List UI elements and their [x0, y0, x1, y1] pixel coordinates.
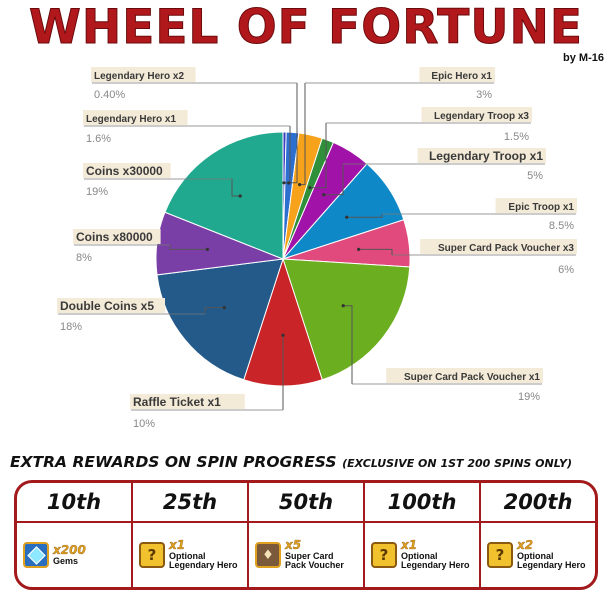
pie-slice	[164, 131, 284, 260]
reward-quantity: x5	[285, 538, 302, 553]
leader-line	[169, 245, 208, 250]
leader-dot	[357, 247, 361, 251]
reward-name: Super Card Pack Voucher	[285, 550, 344, 571]
slice-percent: 1.6%	[86, 133, 111, 145]
leader-line	[231, 179, 241, 197]
slice-percent: 0.40%	[94, 89, 125, 101]
hero-box-icon: ?	[487, 542, 513, 568]
slice-label: Coins x30000	[86, 164, 163, 178]
leader-line	[343, 305, 353, 384]
pie-slice	[156, 258, 284, 381]
milestone-100th: 100th ? x1 Optional Legendary Hero	[365, 483, 481, 587]
gems-icon	[23, 542, 49, 568]
leader-dot	[341, 304, 345, 308]
label-background	[419, 67, 495, 82]
leader-line	[299, 83, 306, 186]
leader-dot	[308, 186, 312, 190]
milestone-label: 10th	[17, 483, 131, 523]
slice-label: Double Coins x5	[60, 299, 154, 313]
label-background	[73, 229, 161, 244]
label-background	[495, 198, 577, 213]
slice-percent: 5%	[527, 170, 543, 182]
reward-name: Optional Legendary Hero	[401, 550, 470, 571]
leader-dot	[282, 181, 286, 185]
leader-line	[346, 214, 383, 218]
slice-percent: 1.5%	[504, 131, 529, 143]
reward-name: Optional Legendary Hero	[517, 550, 586, 571]
leader-line	[358, 248, 393, 255]
slice-percent: 10%	[133, 418, 155, 430]
reward-quantity: x200	[53, 542, 86, 557]
leader-dot	[322, 193, 326, 197]
reward-quantity: x1	[169, 538, 186, 553]
slice-label: Coins x80000	[76, 230, 153, 244]
slice-label: Epic Hero x1	[431, 71, 492, 82]
slice-label: Legendary Hero x1	[86, 114, 176, 125]
extra-rewards-heading: EXTRA REWARDS ON SPIN PROGRESS (EXCLUSIV…	[10, 452, 572, 471]
leader-line	[204, 307, 225, 314]
reward-name: Gems	[53, 555, 79, 566]
label-background	[83, 163, 171, 178]
leader-line	[323, 164, 344, 196]
leader-dot	[345, 215, 349, 219]
pie-slice	[282, 258, 411, 381]
leader-dot	[298, 183, 302, 187]
milestone-200th: 200th ? x2 Optional Legendary Hero	[481, 483, 595, 587]
slice-percent: 8.5%	[549, 220, 574, 232]
page-title: WHEEL OF FORTUNE	[29, 0, 583, 55]
slice-percent: 8%	[76, 252, 92, 264]
slice-label: Super Card Pack Voucher x3	[438, 243, 574, 254]
label-background	[83, 110, 188, 125]
milestone-label: 25th	[133, 483, 247, 523]
leader-line	[309, 123, 327, 189]
hero-box-icon: ?	[371, 542, 397, 568]
milestone-25th: 25th ? x1 Optional Legendary Hero	[133, 483, 249, 587]
slice-percent: 6%	[558, 264, 574, 276]
reward-name: Optional Legendary Hero	[169, 550, 238, 571]
slice-label: Legendary Troop x3	[434, 111, 529, 122]
slice-label: Raffle Ticket x1	[133, 395, 221, 409]
slice-percent: 19%	[518, 391, 540, 403]
slice-percent: 3%	[476, 89, 492, 101]
milestone-label: 100th	[365, 483, 479, 523]
extra-rewards-subtitle: (EXCLUSIVE ON 1ST 200 SPINS ONLY)	[342, 457, 573, 470]
leader-dot	[205, 247, 209, 251]
extra-rewards-title: EXTRA REWARDS ON SPIN PROGRESS	[10, 453, 337, 471]
label-background	[57, 298, 165, 313]
slice-label: Legendary Troop x1	[429, 149, 543, 163]
leader-dot	[222, 306, 226, 310]
voucher-icon: ♦	[255, 542, 281, 568]
slice-label: Super Card Pack Voucher x1	[404, 372, 540, 383]
label-background	[417, 148, 546, 163]
label-background	[420, 239, 577, 254]
label-background	[386, 368, 543, 383]
slice-percent: 19%	[86, 186, 108, 198]
leader-dot	[238, 194, 242, 198]
author-byline: by M-16	[563, 52, 604, 64]
label-background	[130, 394, 245, 409]
milestone-label: 50th	[249, 483, 363, 523]
hero-box-icon: ?	[139, 542, 165, 568]
reward-quantity: x2	[517, 538, 534, 553]
label-background	[91, 67, 196, 82]
leader-dot	[281, 333, 285, 337]
slice-label: Legendary Hero x2	[94, 71, 184, 82]
rewards-table: 10th x200 Gems 25th ? x1 Optional Legend…	[14, 480, 598, 590]
pie-chart: Legendary Hero x2 0.40% Legendary Hero x1 1…	[57, 67, 577, 430]
milestone-label: 200th	[481, 483, 595, 523]
leader-dot	[287, 181, 291, 185]
label-background	[421, 107, 532, 122]
slice-percent: 18%	[60, 321, 82, 333]
milestone-10th: 10th x200 Gems	[17, 483, 133, 587]
milestone-50th: 50th ♦ x5 Super Card Pack Voucher	[249, 483, 365, 587]
slice-label: Epic Troop x1	[508, 202, 574, 213]
reward-quantity: x1	[401, 538, 418, 553]
